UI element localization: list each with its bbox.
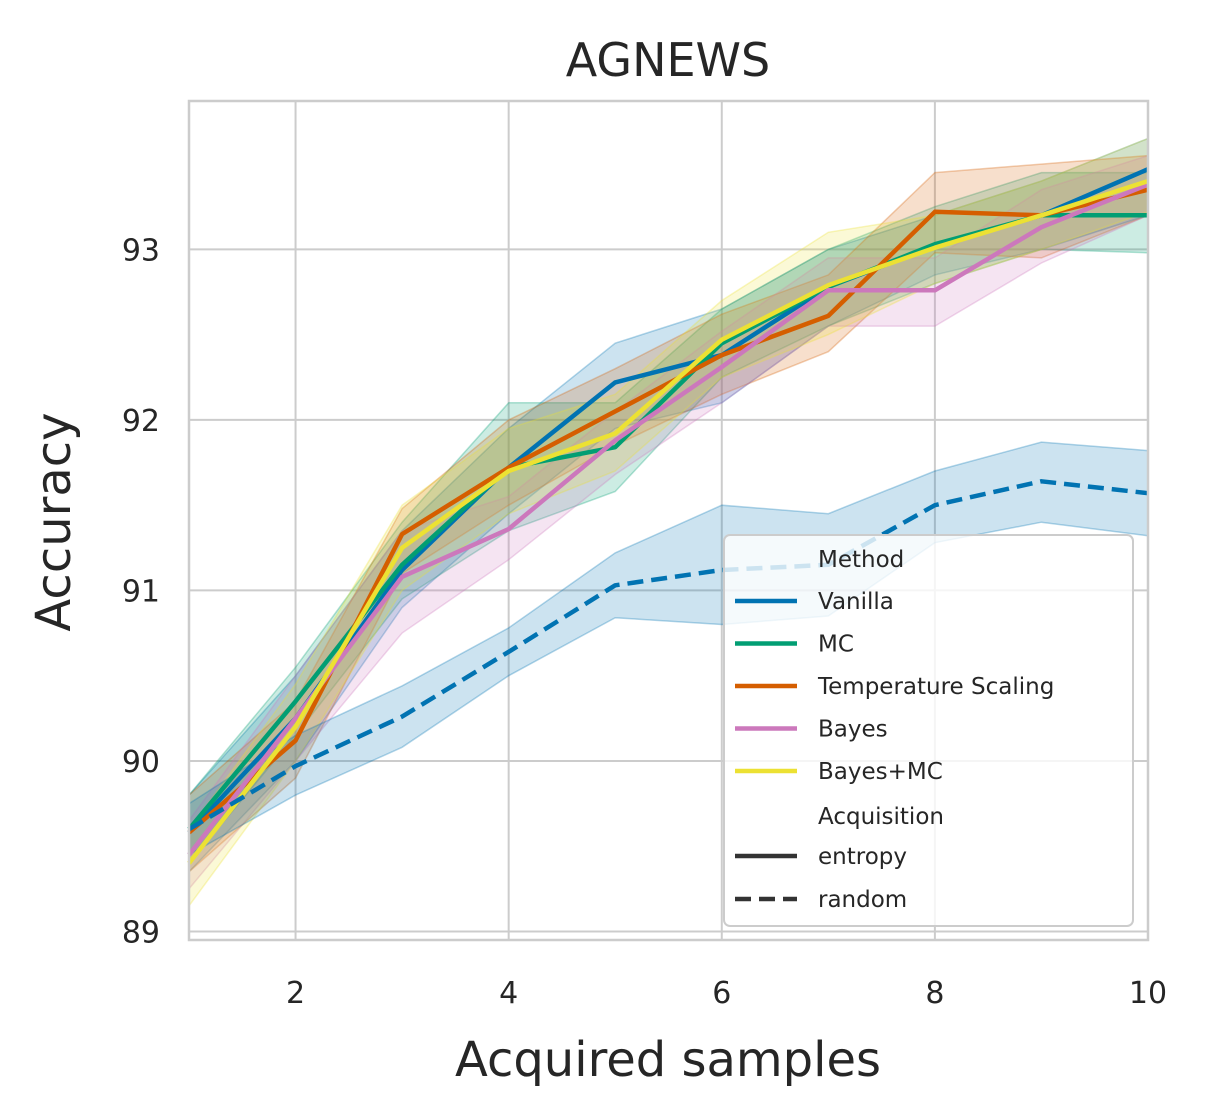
y-axis-label: Accuracy <box>26 412 82 631</box>
y-tick-labels: 89 90 91 92 93 <box>122 233 160 950</box>
plot-frame <box>187 99 1150 942</box>
legend-label-random: random <box>818 887 907 913</box>
legend: Method Vanilla MC Temperature Scaling Bayes… <box>723 534 1134 927</box>
legend-method-title: Method <box>818 547 904 573</box>
y-tick-label: 93 <box>122 233 160 268</box>
series-line-vanilla-random <box>187 479 1149 832</box>
legend-acquisition-title: Acquisition <box>818 804 944 830</box>
legend-label-temperature-scaling: Temperature Scaling <box>817 674 1054 700</box>
x-tick-labels: 2 4 6 8 10 <box>286 976 1167 1011</box>
legend-label-bayes-mc: Bayes+MC <box>818 759 943 785</box>
legend-box <box>723 534 1134 927</box>
legend-acquisition-entries: entropy random <box>735 844 907 913</box>
x-tick-label: 10 <box>1129 976 1167 1011</box>
x-tick-label: 2 <box>286 976 305 1011</box>
legend-method-entries: Vanilla MC Temperature Scaling Bayes Bayes+M… <box>735 589 1054 785</box>
series-line-bayes-mc-entropy <box>187 178 1149 865</box>
y-tick-label: 90 <box>122 745 160 780</box>
legend-label-entropy: entropy <box>818 844 907 870</box>
x-tick-label: 6 <box>712 976 731 1011</box>
legend-label-mc: MC <box>818 632 854 658</box>
y-tick-label: 91 <box>122 574 160 609</box>
y-tick-label: 89 <box>122 915 160 950</box>
legend-label-bayes: Bayes <box>818 717 888 743</box>
x-tick-label: 8 <box>925 976 944 1011</box>
legend-label-vanilla: Vanilla <box>818 589 894 615</box>
series-lines <box>187 167 1149 865</box>
x-tick-label: 4 <box>499 976 518 1011</box>
x-axis-label: Acquired samples <box>455 1032 881 1088</box>
y-tick-label: 92 <box>122 404 160 439</box>
series-line-bayes-entropy <box>187 182 1149 857</box>
chart-title: AGNEWS <box>566 33 770 87</box>
